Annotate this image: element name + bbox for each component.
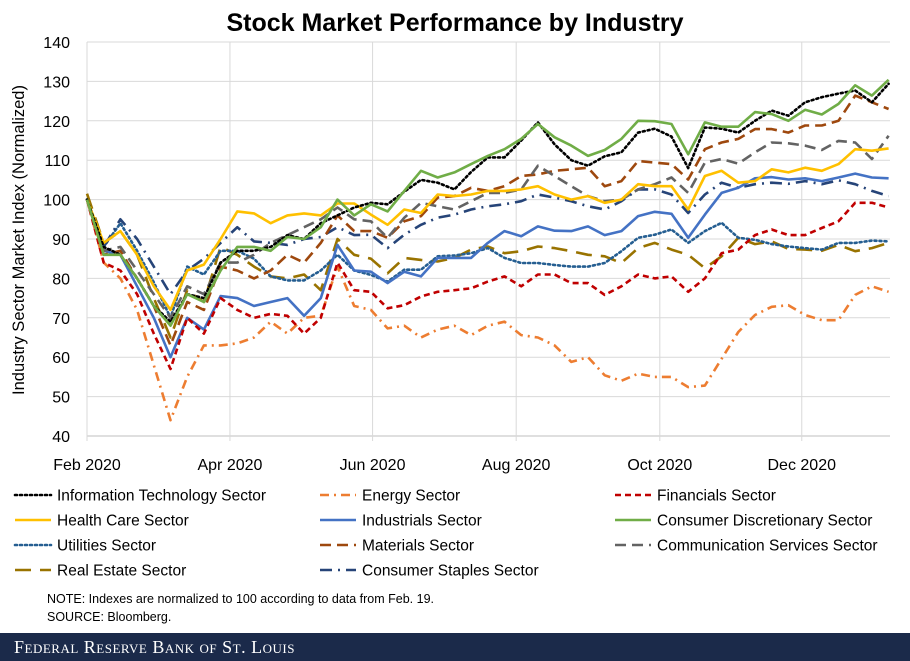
- gridlines: [87, 41, 890, 437]
- legend-label: Real Estate Sector: [57, 563, 186, 580]
- y-tick-label: 80: [52, 271, 70, 288]
- y-tick-label: 140: [43, 35, 70, 52]
- x-tick-label: Jun 2020: [340, 457, 406, 474]
- legend-label: Consumer Discretionary Sector: [657, 513, 872, 530]
- legend-item-real-estate-sector: Real Estate Sector: [15, 563, 186, 580]
- series-line-financials-sector: [85, 199, 889, 371]
- x-tick-label: Oct 2020: [627, 457, 692, 474]
- y-tick-label: 40: [52, 429, 70, 446]
- y-tick-label: 100: [43, 193, 70, 210]
- legend-item-consumer-staples-sector: Consumer Staples Sector: [320, 563, 539, 580]
- y-tick-label: 90: [52, 232, 70, 249]
- legend-item-financials-sector: Financials Sector: [615, 488, 776, 505]
- series-line-utilities-sector: [85, 198, 890, 320]
- legend-label: Financials Sector: [657, 488, 776, 505]
- legend-label: Energy Sector: [362, 488, 460, 505]
- legend-item-energy-sector: Energy Sector: [320, 488, 460, 505]
- fed-logo-text: Federal Reserve Bank of St. Louis: [14, 637, 295, 657]
- legend-item-information-technology-sector: Information Technology Sector: [13, 488, 266, 505]
- x-tick-label: Feb 2020: [53, 457, 121, 474]
- footer-bar: Federal Reserve Bank of St. Louis: [0, 633, 910, 661]
- series-line-energy-sector: [85, 199, 890, 422]
- legend-item-health-care-sector: Health Care Sector: [15, 513, 189, 530]
- note-text: NOTE: Indexes are normalized to 100 acco…: [47, 592, 434, 606]
- series-lines: [85, 78, 890, 422]
- x-tick-label: Apr 2020: [197, 457, 262, 474]
- series-line-health-care-sector: [85, 147, 889, 312]
- y-tick-label: 130: [43, 74, 70, 91]
- y-tick-label: 50: [52, 390, 70, 407]
- series-line-real-estate-sector: [85, 193, 889, 339]
- y-tick-label: 110: [44, 153, 70, 170]
- y-tick-label: 60: [52, 350, 70, 367]
- y-tick-label: 70: [52, 311, 70, 328]
- legend-item-communication-services-sector: Communication Services Sector: [615, 538, 878, 555]
- legend-item-consumer-discretionary-sector: Consumer Discretionary Sector: [615, 513, 872, 530]
- y-axis-ticks: 40 50 60 70 80 90 100 110 120 130 140: [43, 35, 70, 446]
- series-line-consumer-discretionary-sector: [85, 78, 890, 328]
- legend-label: Health Care Sector: [57, 513, 189, 530]
- series-line-industrials-sector: [85, 172, 889, 359]
- legend-label: Industrials Sector: [362, 513, 482, 530]
- legend-label: Communication Services Sector: [657, 538, 878, 555]
- source-text: SOURCE: Bloomberg.: [47, 610, 171, 624]
- chart-title: Stock Market Performance by Industry: [226, 9, 683, 37]
- y-tick-label: 120: [43, 114, 70, 131]
- series-line-consumer-staples-sector: [85, 179, 889, 296]
- legend-label: Consumer Staples Sector: [362, 563, 539, 580]
- legend-item-industrials-sector: Industrials Sector: [320, 513, 482, 530]
- legend-label: Materials Sector: [362, 538, 474, 555]
- series-line-information-technology-sector: [85, 82, 890, 324]
- legend: Information Technology Sector Energy Sect…: [13, 488, 878, 580]
- x-axis-ticks: Feb 2020 Apr 2020 Jun 2020 Aug 2020 Oct 2020…: [53, 42, 836, 474]
- x-tick-label: Dec 2020: [768, 457, 837, 474]
- legend-label: Information Technology Sector: [57, 488, 266, 505]
- legend-item-materials-sector: Materials Sector: [320, 538, 474, 555]
- x-tick-label: Aug 2020: [482, 457, 551, 474]
- legend-item-utilities-sector: Utilities Sector: [13, 538, 156, 555]
- y-axis-label: Industry Sector Market Index (Normalized…: [10, 85, 28, 395]
- legend-label: Utilities Sector: [57, 538, 156, 555]
